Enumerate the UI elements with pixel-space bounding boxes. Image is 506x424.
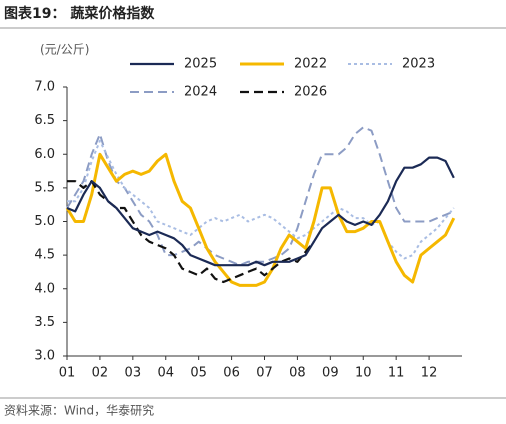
y-tick-label: 4.5 xyxy=(34,248,55,263)
x-tick-label: 07 xyxy=(256,366,273,381)
source: 资料来源：Wind，华泰研究 xyxy=(4,403,154,418)
y-tick-label: 7.0 xyxy=(34,80,55,95)
series-line xyxy=(66,156,455,267)
y-tick-label: 3.0 xyxy=(34,349,55,364)
legend-label: 2022 xyxy=(294,57,327,72)
x-tick-label: 11 xyxy=(388,366,405,381)
legend-label: 2024 xyxy=(184,85,217,100)
chart-title: 图表19： 蔬菜价格指数 xyxy=(4,5,155,22)
series-line xyxy=(67,139,455,260)
legend-label: 2023 xyxy=(402,57,435,72)
x-tick-label: 02 xyxy=(92,366,109,381)
y-tick-label: 3.5 xyxy=(34,315,55,330)
y-tick-label: 6.0 xyxy=(34,147,55,162)
x-tick-label: 06 xyxy=(223,366,240,381)
y-tick-label: 4.0 xyxy=(34,281,55,296)
y-tick-label: 5.5 xyxy=(34,180,55,195)
legend-label: 2025 xyxy=(184,57,217,72)
y-axis-label: (元/公斤) xyxy=(40,43,89,57)
x-tick-label: 09 xyxy=(322,366,339,381)
x-tick-label: 05 xyxy=(190,366,207,381)
legend-label: 2026 xyxy=(294,85,327,100)
y-tick-label: 6.5 xyxy=(34,113,55,128)
x-tick-label: 10 xyxy=(355,366,372,381)
series-line xyxy=(66,126,455,267)
series-line xyxy=(65,152,456,287)
x-tick-label: 03 xyxy=(125,366,142,381)
y-tick-label: 5.0 xyxy=(34,214,55,229)
x-tick-label: 12 xyxy=(421,366,438,381)
x-tick-label: 04 xyxy=(157,366,174,381)
x-tick-label: 08 xyxy=(289,366,306,381)
x-tick-label: 01 xyxy=(59,366,76,381)
series-line xyxy=(67,180,315,284)
